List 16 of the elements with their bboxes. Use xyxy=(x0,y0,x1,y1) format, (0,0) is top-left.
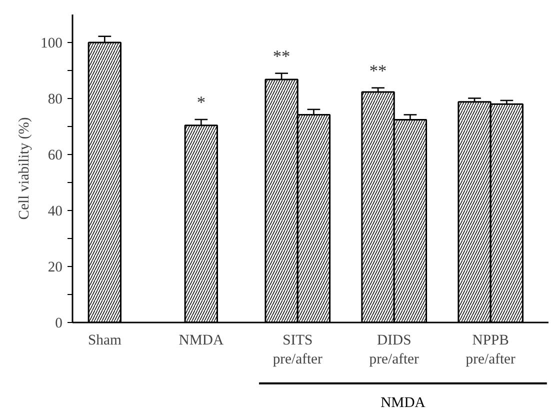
x-tick-label: NPPB pre/after xyxy=(466,332,516,368)
y-tick-label: 40 xyxy=(48,204,62,220)
y-tick-label: 80 xyxy=(48,92,62,108)
text: NMDA xyxy=(380,395,426,411)
x-tick-label: NMDA xyxy=(178,332,224,348)
y-tick-label: 100 xyxy=(40,36,62,52)
x-tick-label: Sham xyxy=(88,332,122,348)
y-tick-label: 20 xyxy=(48,260,62,276)
x-tick-label: DIDS pre/after xyxy=(369,332,420,368)
annotation: * xyxy=(196,93,206,112)
y-tick-label: 60 xyxy=(48,148,62,164)
annotation: ** xyxy=(272,46,290,66)
x-tick-label: SITS pre/after xyxy=(272,332,323,368)
y-axis-title: Cell viability (%) xyxy=(16,117,33,220)
annotation: ** xyxy=(369,61,387,80)
y-tick-label: 0 xyxy=(55,316,62,332)
